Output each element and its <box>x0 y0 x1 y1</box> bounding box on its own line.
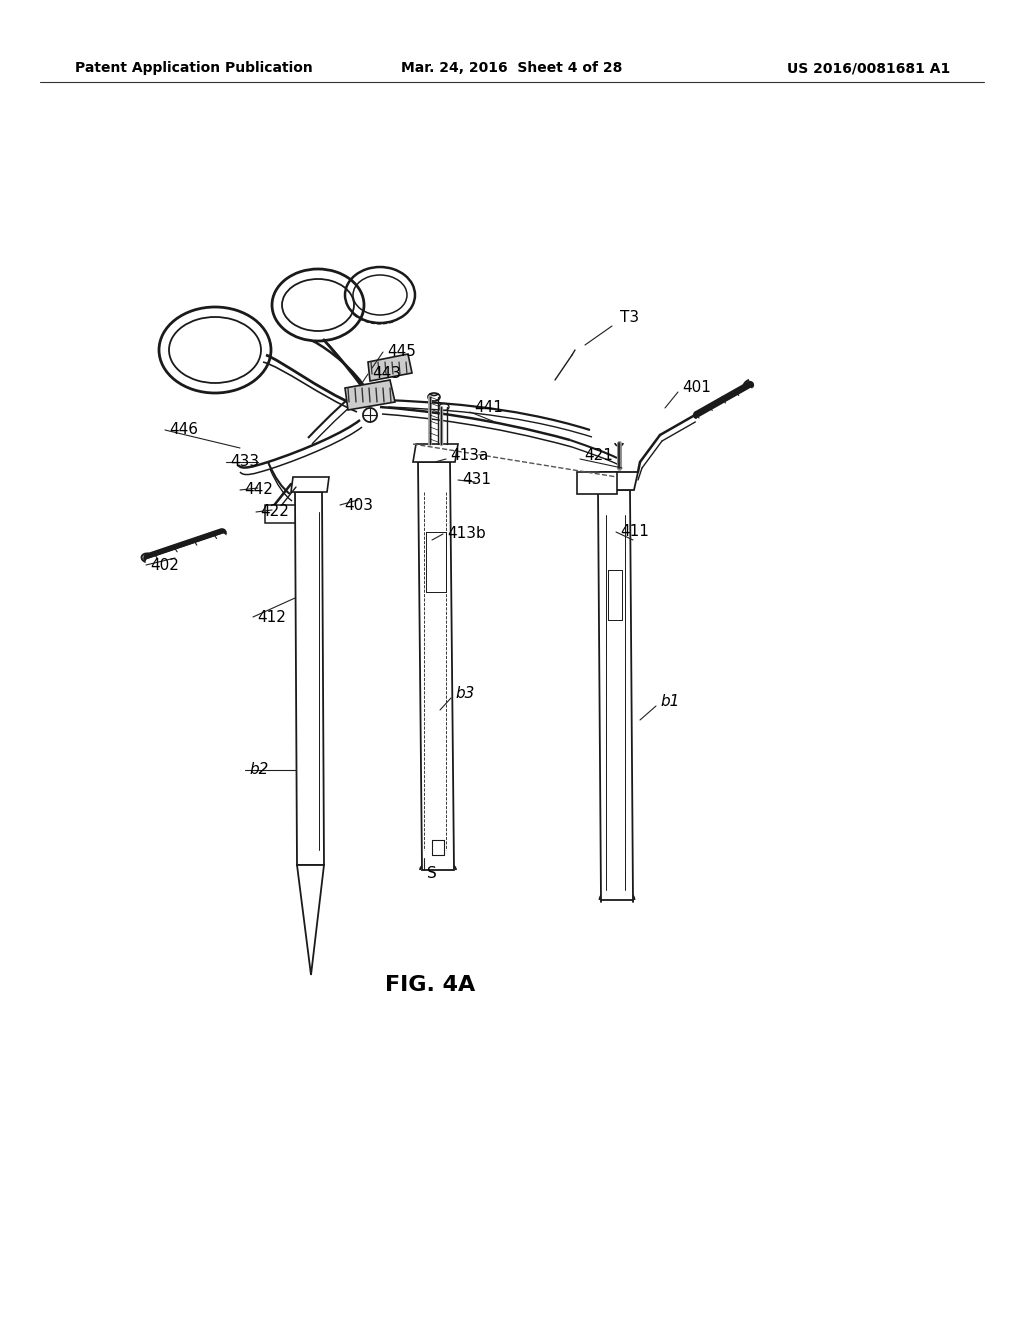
Text: b3: b3 <box>455 686 474 701</box>
Text: T3: T3 <box>620 310 639 326</box>
Polygon shape <box>577 473 617 494</box>
Text: 412: 412 <box>257 610 286 624</box>
Text: 413b: 413b <box>447 527 485 541</box>
Text: 422: 422 <box>260 504 289 520</box>
Polygon shape <box>291 477 329 492</box>
Polygon shape <box>418 462 454 870</box>
Polygon shape <box>368 354 412 381</box>
Polygon shape <box>265 506 295 523</box>
Text: 421: 421 <box>584 447 613 462</box>
Text: 431: 431 <box>462 473 490 487</box>
Polygon shape <box>345 380 395 411</box>
Polygon shape <box>297 865 324 975</box>
Text: b1: b1 <box>660 694 679 710</box>
Text: 445: 445 <box>387 345 416 359</box>
Text: 413a: 413a <box>450 447 488 462</box>
Polygon shape <box>598 490 633 900</box>
Text: FIG. 4A: FIG. 4A <box>385 975 475 995</box>
Text: 403: 403 <box>344 498 373 512</box>
Text: 443: 443 <box>372 367 401 381</box>
Text: 401: 401 <box>682 380 711 396</box>
Text: 411: 411 <box>620 524 649 540</box>
Polygon shape <box>594 473 638 490</box>
Text: 441: 441 <box>474 400 503 416</box>
Text: Patent Application Publication: Patent Application Publication <box>75 61 312 75</box>
Text: 442: 442 <box>244 483 272 498</box>
Text: b2: b2 <box>249 763 268 777</box>
Polygon shape <box>295 492 324 865</box>
Text: US 2016/0081681 A1: US 2016/0081681 A1 <box>786 61 950 75</box>
Text: 446: 446 <box>169 422 198 437</box>
Polygon shape <box>413 444 458 462</box>
Text: 402: 402 <box>150 557 179 573</box>
Text: S: S <box>427 866 437 882</box>
Text: Mar. 24, 2016  Sheet 4 of 28: Mar. 24, 2016 Sheet 4 of 28 <box>401 61 623 75</box>
Text: 433: 433 <box>230 454 259 470</box>
